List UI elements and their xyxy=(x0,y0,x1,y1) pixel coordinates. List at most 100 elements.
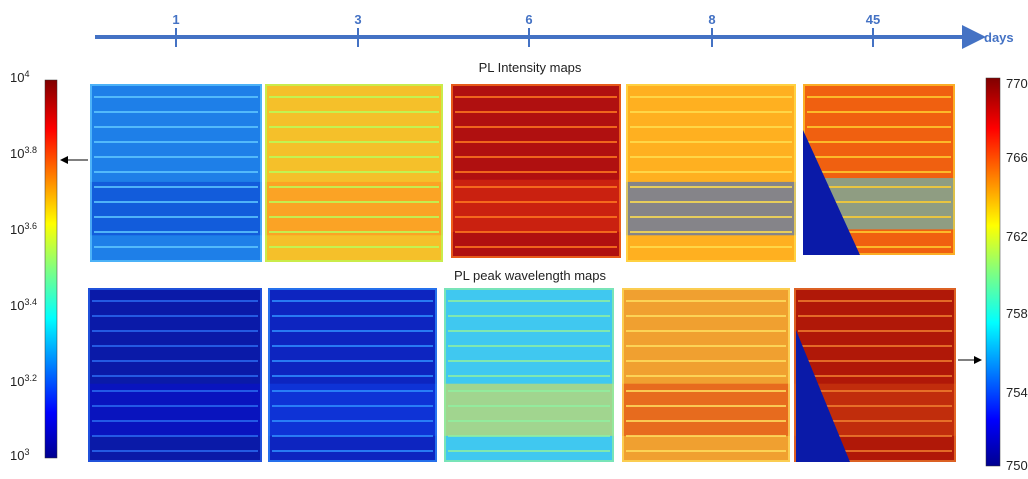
map-stripe xyxy=(455,111,617,113)
tick-base: 10 xyxy=(10,70,24,85)
map-stripe xyxy=(272,405,433,407)
map-stripe xyxy=(448,390,610,392)
map-stripe xyxy=(630,111,792,113)
map-stripe xyxy=(455,156,617,158)
colorbar-tick-label: 103.6 xyxy=(10,221,37,237)
map-stripe xyxy=(807,126,951,128)
map-stripe xyxy=(626,405,786,407)
map-stripe xyxy=(455,201,617,203)
map-stripe xyxy=(269,231,439,233)
map-stripe xyxy=(448,420,610,422)
map-stripe xyxy=(448,405,610,407)
map-stripe xyxy=(94,96,258,98)
map-stripe xyxy=(455,246,617,248)
map-stripe xyxy=(630,141,792,143)
timeline-label: 6 xyxy=(525,12,532,27)
map-stripe xyxy=(630,186,792,188)
map-stripe xyxy=(448,450,610,452)
colorbar-tick-label: 766 xyxy=(1006,150,1028,165)
colorbar-tick-label: 770 xyxy=(1006,76,1028,91)
colorbar-tick-label: 750 xyxy=(1006,458,1028,473)
map-stripe xyxy=(630,216,792,218)
map-stripe xyxy=(807,171,951,173)
map-stripe xyxy=(455,186,617,188)
map-stripe xyxy=(94,126,258,128)
tick-exponent: 3.8 xyxy=(24,145,37,155)
map-stripe xyxy=(272,420,433,422)
map-stripe xyxy=(626,390,786,392)
map-stripe xyxy=(94,231,258,233)
map-stripe xyxy=(448,360,610,362)
map-stripe xyxy=(94,141,258,143)
map-stripe xyxy=(630,246,792,248)
map-stripe xyxy=(448,300,610,302)
map-stripe xyxy=(448,315,610,317)
map-stripe xyxy=(272,390,433,392)
map-stripe xyxy=(807,96,951,98)
colorbar-tick-label: 762 xyxy=(1006,229,1028,244)
map-stripe xyxy=(269,216,439,218)
map-stripe xyxy=(807,156,951,158)
map-stripe xyxy=(269,246,439,248)
map-stripe xyxy=(94,111,258,113)
map-stripe xyxy=(448,345,610,347)
map-region xyxy=(626,182,796,235)
map-region xyxy=(265,182,443,235)
map-stripe xyxy=(92,450,258,452)
colorbar-tick-label: 103.2 xyxy=(10,373,37,389)
map-stripe xyxy=(798,330,952,332)
map-stripe xyxy=(630,201,792,203)
tick-exponent: 3.6 xyxy=(24,221,37,231)
map-stripe xyxy=(798,360,952,362)
map-stripe xyxy=(455,171,617,173)
tick-exponent: 3.2 xyxy=(24,373,37,383)
map-stripe xyxy=(92,300,258,302)
colorbar-tick-label: 104 xyxy=(10,69,29,85)
timeline-unit: days xyxy=(984,30,1014,45)
map-stripe xyxy=(626,345,786,347)
map-stripe xyxy=(269,171,439,173)
map-stripe xyxy=(798,300,952,302)
map-stripe xyxy=(630,156,792,158)
tick-base: 10 xyxy=(10,146,24,161)
map-stripe xyxy=(272,300,433,302)
map-stripe xyxy=(272,450,433,452)
map-stripe xyxy=(448,330,610,332)
map-stripe xyxy=(94,171,258,173)
map-stripe xyxy=(630,126,792,128)
tick-exponent: 3 xyxy=(24,447,29,457)
tick-base: 10 xyxy=(10,298,24,313)
map-stripe xyxy=(455,126,617,128)
map-stripe xyxy=(626,360,786,362)
map-stripe xyxy=(798,345,952,347)
map-stripe xyxy=(448,435,610,437)
map-stripe xyxy=(269,201,439,203)
map-stripe xyxy=(269,96,439,98)
map-stripe xyxy=(626,420,786,422)
row-title: PL peak wavelength maps xyxy=(454,268,607,283)
map-stripe xyxy=(269,111,439,113)
map-stripe xyxy=(92,315,258,317)
map-stripe xyxy=(92,360,258,362)
timeline-label: 1 xyxy=(172,12,179,27)
map-stripe xyxy=(269,126,439,128)
map-stripe xyxy=(272,375,433,377)
map-stripe xyxy=(94,156,258,158)
colorbar-tick-label: 103.8 xyxy=(10,145,37,161)
map-stripe xyxy=(626,300,786,302)
map-stripe xyxy=(798,315,952,317)
map-stripe xyxy=(92,390,258,392)
map-stripe xyxy=(272,315,433,317)
colorbar-tick-label: 758 xyxy=(1006,306,1028,321)
map-stripe xyxy=(455,96,617,98)
map-stripe xyxy=(94,186,258,188)
tick-base: 10 xyxy=(10,374,24,389)
map-stripe xyxy=(269,141,439,143)
map-stripe xyxy=(626,315,786,317)
colorbar-left xyxy=(45,80,57,458)
map-stripe xyxy=(626,330,786,332)
timeline-label: 8 xyxy=(708,12,715,27)
row-title: PL Intensity maps xyxy=(479,60,582,75)
tick-base: 10 xyxy=(10,448,24,463)
map-stripe xyxy=(92,330,258,332)
